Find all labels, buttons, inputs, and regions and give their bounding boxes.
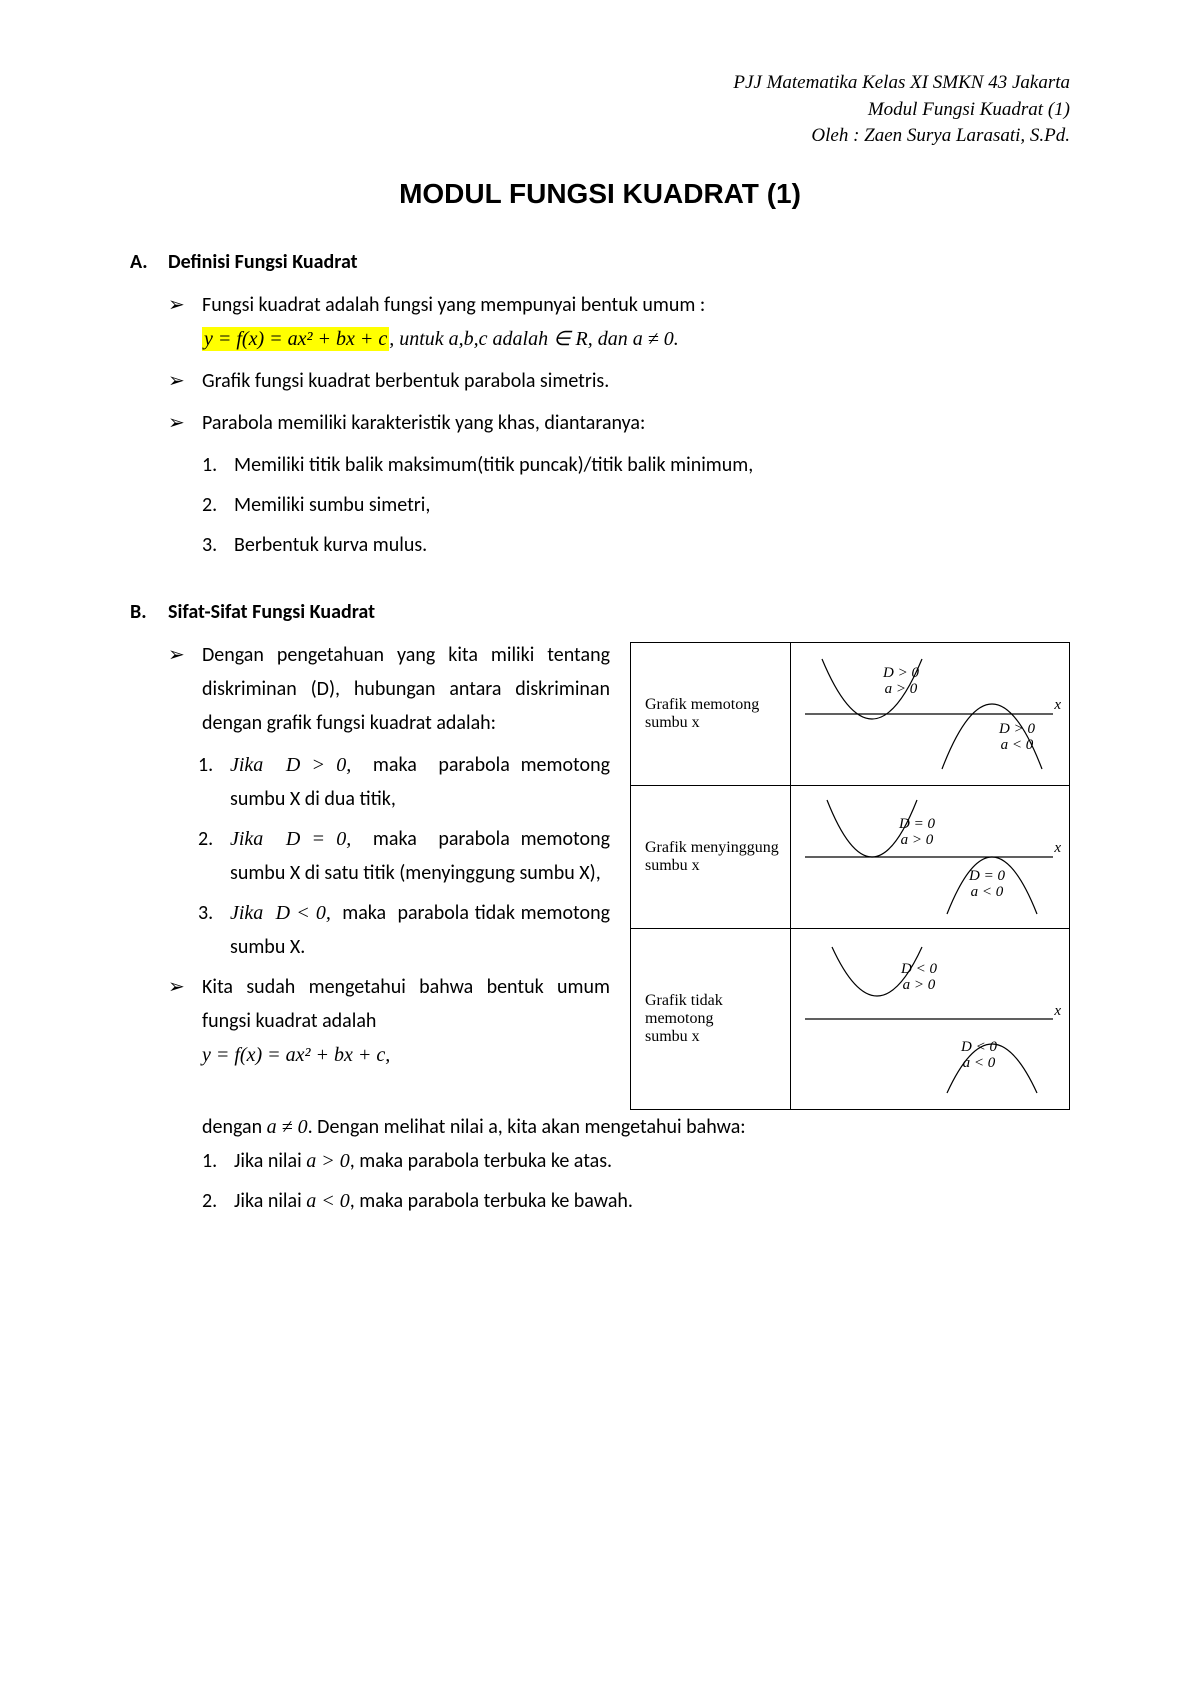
section-b-letter: B.	[130, 600, 168, 624]
bullet-text: Fungsi kuadrat adalah fungsi yang mempun…	[202, 293, 705, 317]
section-b-heading: Sifat-Sifat Fungsi Kuadrat	[168, 600, 375, 624]
num-marker: 2.	[202, 488, 234, 522]
diagram-row1-graphs: D > 0a > 0 D > 0a < 0 x	[791, 642, 1070, 785]
section-a-numitem-2: 2. Memiliki sumbu simetri,	[202, 488, 1070, 522]
bullet-marker: ➢	[168, 638, 202, 740]
section-a-bullet-2: ➢ Grafik fungsi kuadrat berbentuk parabo…	[168, 364, 1070, 398]
num-marker: 1.	[198, 748, 230, 816]
formula-after: , untuk a,b,c adalah ∈ R, dan a ≠ 0.	[389, 328, 678, 350]
num-marker: 3.	[198, 896, 230, 964]
bullet-marker: ➢	[168, 364, 202, 398]
section-b-numitem-3: 3. Jika D < 0, maka parabola tidak memot…	[198, 896, 610, 964]
num-marker: 2.	[198, 822, 230, 890]
section-b-bullet-1: ➢ Dengan pengetahuan yang kita miliki te…	[168, 638, 610, 740]
header-line-3: Oleh : Zaen Surya Larasati, S.Pd.	[130, 123, 1070, 150]
section-a-heading-row: A. Definisi Fungsi Kuadrat	[130, 250, 1070, 274]
bullet-marker: ➢	[168, 288, 202, 356]
section-a-bullet-3: ➢ Parabola memiliki karakteristik yang k…	[168, 406, 1070, 440]
bullet-marker: ➢	[168, 970, 202, 1072]
section-a-numitem-1: 1. Memiliki titik balik maksimum(titik p…	[202, 448, 1070, 482]
num-marker: 3.	[202, 528, 234, 562]
diagram-row2-graphs: D = 0a > 0 D = 0a < 0 x	[791, 785, 1070, 928]
section-a-bullet-1: ➢ Fungsi kuadrat adalah fungsi yang memp…	[168, 288, 1070, 356]
num-text: Berbentuk kurva mulus.	[234, 528, 427, 562]
section-a-numitem-3: 3. Berbentuk kurva mulus.	[202, 528, 1070, 562]
section-a-heading: Definisi Fungsi Kuadrat	[168, 250, 358, 274]
diagram-row3-label: Grafik tidak memotong sumbu x	[631, 928, 791, 1109]
num-marker: 2.	[202, 1184, 234, 1218]
parabola-diagram-table: Grafik memotong sumbu x D > 0a > 0 D > 0…	[630, 642, 1070, 1110]
section-b-heading-row: B. Sifat-Sifat Fungsi Kuadrat	[130, 600, 1070, 624]
section-a-letter: A.	[130, 250, 168, 274]
num-marker: 1.	[202, 448, 234, 482]
bullet-marker: ➢	[168, 406, 202, 440]
document-title: MODUL FUNGSI KUADRAT (1)	[130, 178, 1070, 210]
section-b-numitem-2: 2. Jika D = 0, maka parabola memotong su…	[198, 822, 610, 890]
diagram-row1-label: Grafik memotong sumbu x	[631, 642, 791, 785]
section-b-after-text: dengan a ≠ 0. Dengan melihat nilai a, ki…	[202, 1110, 1070, 1144]
bullet-text: Grafik fungsi kuadrat berbentuk parabola…	[202, 364, 1070, 398]
diagram-row3-graphs: D < 0a > 0 D < 0a < 0 x	[791, 928, 1070, 1109]
section-b-after-numitem-1: 1. Jika nilai a > 0, maka parabola terbu…	[202, 1144, 1070, 1178]
num-marker: 1.	[202, 1144, 234, 1178]
header-line-2: Modul Fungsi Kuadrat (1)	[130, 97, 1070, 124]
header-line-1: PJJ Matematika Kelas XI SMKN 43 Jakarta	[130, 70, 1070, 97]
num-text: Memiliki titik balik maksimum(titik punc…	[234, 448, 753, 482]
num-text: Memiliki sumbu simetri,	[234, 488, 430, 522]
document-header: PJJ Matematika Kelas XI SMKN 43 Jakarta …	[130, 70, 1070, 150]
section-b-numitem-1: 1. Jika D > 0, maka parabola memotong su…	[198, 748, 610, 816]
diagram-row2-label: Grafik menyinggung sumbu x	[631, 785, 791, 928]
section-b-after-numitem-2: 2. Jika nilai a < 0, maka parabola terbu…	[202, 1184, 1070, 1218]
formula-highlight: y = f(x) = ax² + bx + c	[202, 327, 389, 351]
bullet-text: Parabola memiliki karakteristik yang kha…	[202, 406, 1070, 440]
formula: y = f(x) = ax² + bx + c,	[202, 1044, 390, 1066]
section-b-bullet-2: ➢ Kita sudah mengetahui bahwa bentuk umu…	[168, 970, 610, 1072]
bullet-text: Kita sudah mengetahui bahwa bentuk umum …	[202, 975, 610, 1033]
section-b-body: ➢ Dengan pengetahuan yang kita miliki te…	[168, 638, 1070, 1110]
bullet-text: Dengan pengetahuan yang kita miliki tent…	[202, 638, 610, 740]
